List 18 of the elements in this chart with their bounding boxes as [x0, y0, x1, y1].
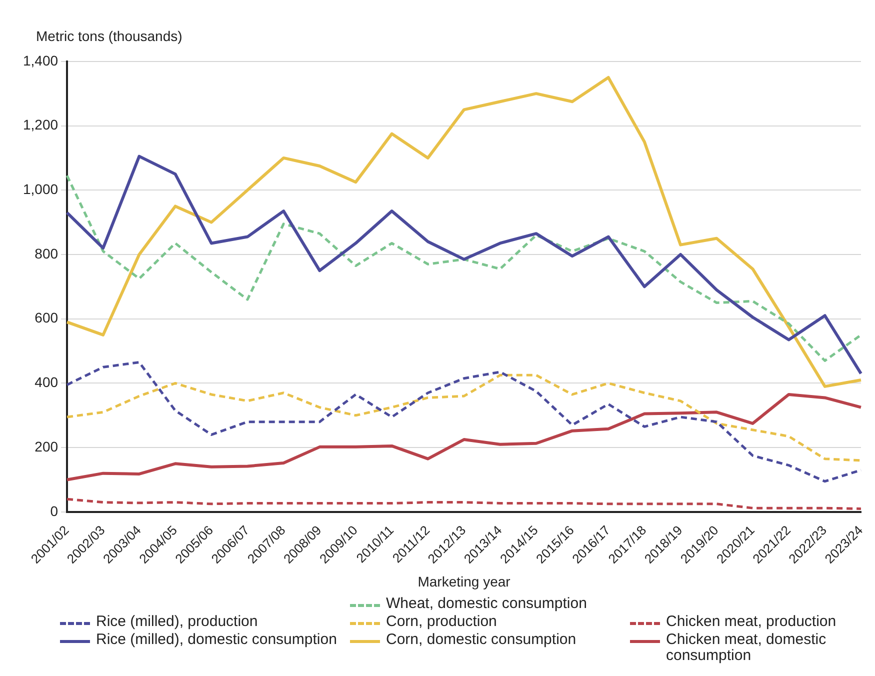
y-tick-label: 1,200 [22, 116, 58, 133]
legend-label: Corn, production [386, 613, 497, 630]
legend-label: Wheat, domestic consumption [386, 595, 587, 612]
y-tick-label: 600 [34, 310, 58, 326]
legend-label: Rice (milled), production [96, 613, 258, 630]
legend-label: Corn, domestic consumption [386, 631, 576, 648]
legend-label: Chicken meat, production [666, 613, 836, 630]
y-tick-label: 400 [34, 374, 58, 390]
y-axis-title: Metric tons (thousands) [36, 28, 182, 44]
y-tick-label: 200 [34, 438, 58, 454]
y-tick-label: 0 [50, 502, 58, 519]
y-tick-label: 800 [34, 245, 58, 262]
y-tick-label: 1,000 [22, 180, 58, 197]
x-axis-title: Marketing year [418, 573, 511, 590]
legend-label: Chicken meat, domestic consumption [666, 631, 828, 664]
line-series [66, 498, 862, 510]
y-tick-label: 1,400 [22, 52, 58, 68]
legend-label: Rice (milled), domestic consumption [96, 631, 337, 648]
